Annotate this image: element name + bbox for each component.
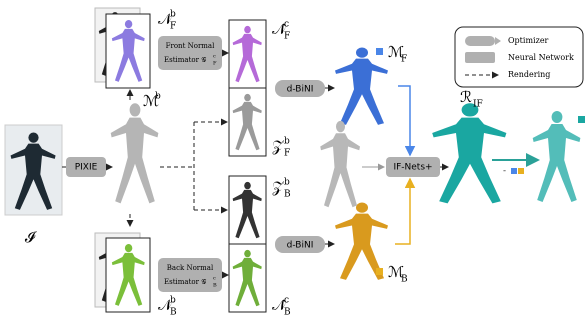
- final-mesh: [533, 111, 581, 202]
- legend-rendering: Rendering: [508, 70, 550, 79]
- result-label: ℛ: [460, 88, 472, 106]
- sub: F: [170, 22, 176, 32]
- sub: B: [213, 283, 217, 289]
- dbini-top-label: d-BiNI: [287, 85, 314, 95]
- sup: b: [170, 296, 176, 306]
- ifnets-label: IF-Nets+: [393, 163, 432, 173]
- text: Estimator: [164, 278, 200, 286]
- pixie-label: PIXIE: [75, 163, 98, 173]
- smpl-mesh-sup: b: [155, 92, 161, 102]
- smpl-mesh: [111, 103, 159, 203]
- legend-network: Neural Network: [508, 53, 574, 62]
- back-estimator-line2: Estimator 𝒢: [164, 278, 206, 286]
- sup: c: [284, 296, 289, 306]
- sub: F: [284, 32, 290, 42]
- text: 𝒢: [201, 278, 206, 286]
- front-estimator-line2: Estimator 𝒢: [164, 56, 206, 64]
- result-mesh: [432, 103, 506, 203]
- text: 𝒢: [201, 56, 206, 64]
- svg-text:-: -: [503, 167, 506, 177]
- sub: F: [213, 61, 217, 67]
- sup: c: [213, 276, 216, 282]
- input-label: 𝓘: [25, 228, 38, 246]
- back-estimator-line1: Back Normal: [167, 264, 214, 272]
- sub: B: [284, 190, 291, 200]
- sup: c: [284, 20, 289, 30]
- legend-optimizer: Optimizer: [508, 36, 549, 45]
- input-image: [5, 125, 62, 215]
- sup: b: [170, 10, 176, 20]
- front-mesh: [335, 48, 388, 125]
- sup: c: [213, 54, 216, 60]
- text: Estimator: [164, 56, 200, 64]
- sub: B: [401, 275, 408, 285]
- diagram: 𝓘 PIXIE ℳ b 𝒩 b F 𝒩 b B Front Normal Est…: [0, 0, 587, 320]
- sub: IF: [473, 100, 483, 110]
- sup: b: [284, 137, 290, 147]
- sup: b: [284, 178, 290, 188]
- sub: F: [401, 55, 407, 65]
- sub: F: [284, 149, 290, 159]
- dbini-bottom-label: d-BiNI: [287, 241, 314, 251]
- front-estimator-line1: Front Normal: [166, 42, 215, 50]
- smpl-mesh-copy: [320, 121, 360, 207]
- sub: B: [170, 308, 177, 318]
- sub: B: [284, 308, 291, 318]
